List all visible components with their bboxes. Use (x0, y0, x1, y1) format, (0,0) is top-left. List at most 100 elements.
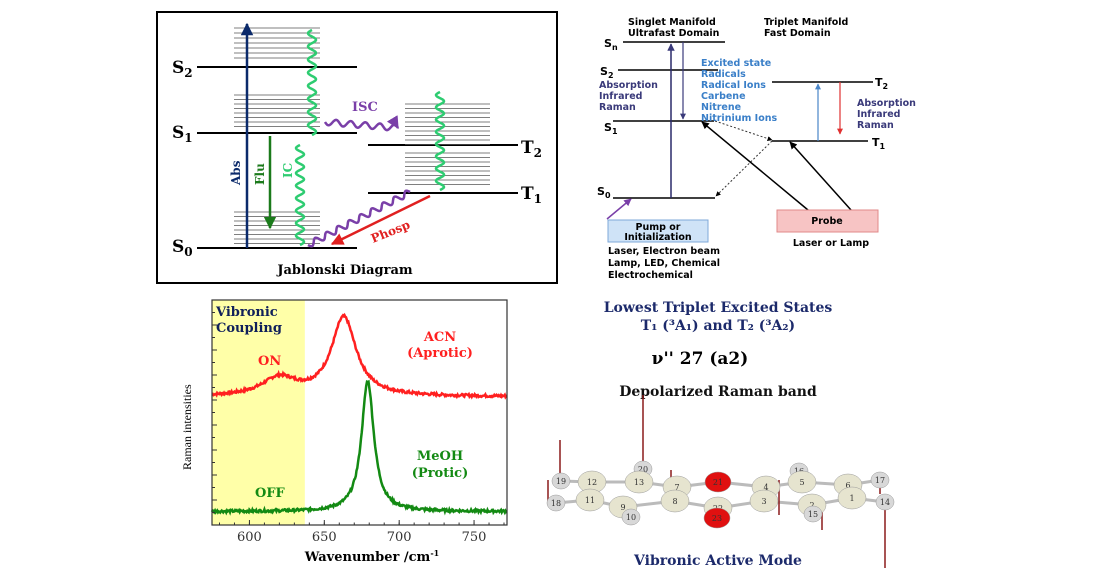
level-sn: Sn (604, 37, 618, 52)
shade-label: Vibronic (215, 305, 278, 320)
internal-conversion-wave (306, 28, 318, 137)
atom-label: 18 (551, 499, 561, 508)
triplet-method: Infrared (857, 109, 900, 120)
internal-conversion-wave (294, 143, 306, 247)
manifold-diagram: Singlet Manifold Ultrafast Domain Triple… (597, 17, 916, 281)
atom-label: 9 (620, 503, 625, 512)
isc-label: ISC (352, 100, 378, 115)
triplet-states-title: Lowest Triplet Excited States (604, 300, 833, 316)
atom-label: 6 (845, 481, 850, 490)
molecule-model: 1918121120139107821222343165215611714 (546, 395, 895, 568)
abs-label: Abs (229, 160, 243, 186)
probe-label: Probe (811, 216, 842, 227)
atom-label: 5 (799, 478, 804, 487)
probe-arrow-t1 (789, 141, 852, 211)
raman-spectrum-chart: 600 650 700 750 Vibronic Coupling ON OFF AC… (180, 299, 508, 565)
species-item: Radical Ions (701, 80, 766, 91)
atom-label: 17 (875, 476, 885, 485)
atom-h (551, 472, 571, 490)
isc-arrow (323, 115, 400, 132)
atom-label: 13 (634, 478, 644, 487)
atom-h (870, 471, 890, 489)
atom-c (624, 470, 654, 494)
atom-o (703, 507, 731, 529)
x-tick-label: 750 (462, 530, 487, 545)
atom-label: 11 (585, 496, 595, 505)
atom-h (875, 493, 895, 511)
level-s0: S0 (172, 237, 193, 259)
atom-label: 14 (880, 498, 890, 507)
probe-arrow-s1 (701, 121, 809, 211)
jablonski-frame (156, 11, 558, 284)
level-t1: T1 (521, 184, 542, 206)
species-item: Excited state (701, 58, 771, 69)
atom-label: 10 (626, 513, 636, 522)
singlet-method: Raman (599, 102, 636, 113)
series-line-meoh (210, 379, 508, 516)
atom-label: 8 (672, 497, 677, 506)
level-t2: T2 (875, 76, 888, 91)
level-s0: S0 (597, 185, 611, 200)
shade-label: Coupling (216, 321, 282, 336)
level-s2: S2 (600, 65, 614, 80)
pump-label: Initialization (624, 232, 692, 243)
atom-label: 21 (713, 478, 723, 487)
triplet-states-symmetry: T₁ (³A₁) and T₂ (³A₂) (641, 318, 795, 334)
state-off-label: OFF (255, 486, 286, 501)
triplet-method: Raman (857, 120, 894, 131)
vibronic-mode-caption: Vibronic Active Mode (633, 553, 802, 569)
atom-c (575, 488, 605, 512)
ic-label: IC (281, 163, 295, 178)
y-axis-label: Raman intensities (180, 384, 194, 470)
jablonski-title: Jablonski Diagram (276, 263, 413, 278)
level-s2: S2 (172, 58, 193, 80)
jablonski-diagram: S2 S1 S0 T2 T1 Abs Flu IC ISC Phosp Jabl… (156, 11, 558, 284)
decay-dotted-arrow (715, 140, 773, 197)
singlet-method: Infrared (599, 91, 642, 102)
species-item: Carbene (701, 91, 746, 102)
vibronic-coupling-region (212, 300, 305, 525)
atom-label: 2 (809, 501, 814, 510)
series-label-acn: (Aprotic) (407, 346, 473, 361)
level-s1: S1 (172, 123, 193, 145)
triplet-title-1: Triplet Manifold (764, 17, 848, 28)
series-label-acn: ACN (423, 330, 456, 345)
pump-source: Electrochemical (608, 270, 693, 281)
atom-h (621, 508, 641, 526)
state-on-label: ON (258, 354, 281, 369)
atom-label: 23 (712, 514, 722, 523)
atom-label: 15 (808, 510, 818, 519)
atom-c (660, 489, 690, 513)
atom-label: 19 (556, 477, 566, 486)
atom-label: 1 (849, 494, 854, 503)
level-s1: S1 (604, 121, 618, 136)
species-item: Nitrene (701, 102, 741, 113)
atom-o (704, 471, 732, 493)
atom-label: 20 (638, 465, 648, 474)
x-tick-label: 700 (387, 530, 412, 545)
singlet-title-1: Singlet Manifold (628, 17, 716, 28)
atom-h (546, 494, 566, 512)
probe-source: Laser or Lamp (793, 238, 869, 249)
triplet-title-2: Fast Domain (764, 28, 831, 39)
series-label-meoh: MeOH (417, 449, 463, 464)
series-line-acn (211, 312, 508, 400)
flu-label: Flu (253, 163, 267, 185)
pump-label: Pump or (636, 222, 681, 233)
vibrational-relaxation-wave (434, 90, 446, 192)
pump-source: Laser, Electron beam (608, 246, 720, 257)
singlet-title-2: Ultrafast Domain (628, 28, 720, 39)
atom-label: 12 (587, 478, 597, 487)
species-item: Radicals (701, 69, 746, 80)
level-t1: T1 (872, 136, 886, 151)
x-tick-label: 600 (237, 530, 262, 545)
reverse-isc-wave (307, 189, 411, 248)
atom-label: 3 (761, 497, 766, 506)
band-label: Depolarized Raman band (619, 384, 817, 400)
pump-box (607, 219, 709, 243)
mode-label: ν'' 27 (a2) (652, 349, 749, 369)
singlet-method: Absorption (599, 80, 658, 91)
atom-c (787, 470, 817, 494)
species-item: Nitrinium Ions (701, 113, 778, 124)
